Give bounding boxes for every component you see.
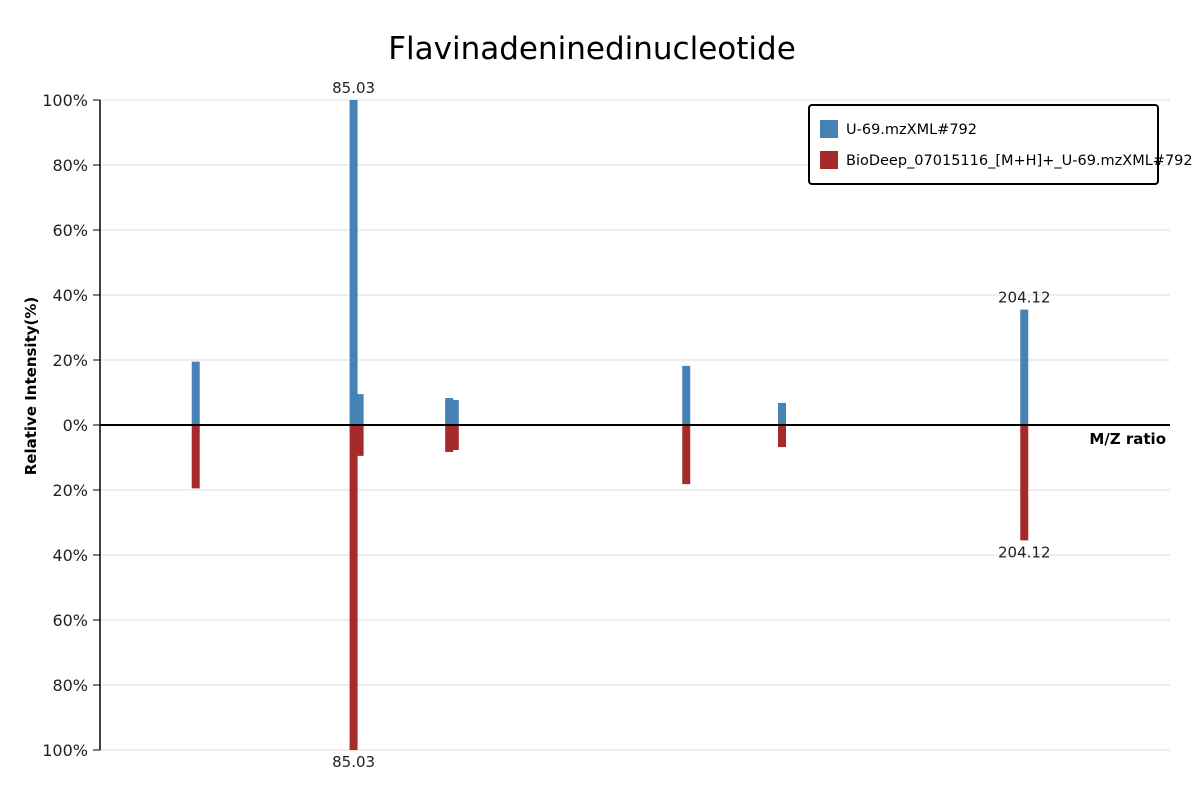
reference-peak-bar — [191, 425, 200, 489]
sample-peak-bar — [1020, 309, 1029, 425]
reference-peak-bar — [1020, 425, 1029, 541]
y-tick-label: 100% — [42, 741, 88, 760]
sample-peak-bar — [777, 402, 786, 425]
sample-peak-bar — [450, 399, 459, 425]
sample-peak-label: 85.03 — [332, 79, 375, 97]
legend-label-series-2: BioDeep_07015116_[M+H]+_U-69.mzXML#792 — [846, 153, 1193, 169]
y-tick-label: 60% — [52, 611, 88, 630]
reference-peak-bar — [355, 425, 364, 456]
y-tick-label: 80% — [52, 676, 88, 695]
y-tick-label: 20% — [52, 481, 88, 500]
peaks — [191, 100, 1029, 750]
y-axis-title: Relative Intensity(%) — [22, 297, 40, 476]
y-tick-label: 100% — [42, 91, 88, 110]
sample-peak-bar — [191, 361, 200, 425]
legend-swatch-series-2 — [820, 151, 838, 169]
sample-peak-label: 204.12 — [998, 289, 1051, 307]
gridlines — [100, 99, 1170, 751]
reference-peak-label: 85.03 — [332, 753, 375, 771]
reference-peak-bar — [450, 425, 459, 451]
y-tick-label: 40% — [52, 546, 88, 565]
sample-peak-bar — [445, 398, 454, 425]
sample-peak-bar — [682, 365, 691, 425]
y-tick-label: 60% — [52, 221, 88, 240]
legend-label-series-1: U-69.mzXML#792 — [846, 122, 977, 138]
y-axis-ticks: 100% 80% 60% 40% 20% 0% 20% 40% 60% 80% 100% — [42, 91, 100, 760]
sample-peak-bar — [355, 394, 364, 425]
legend: U-69.mzXML#792 BioDeep_07015116_[M+H]+_U… — [808, 104, 1193, 185]
x-axis-title: M/Z ratio — [1089, 430, 1166, 448]
y-tick-label: 20% — [52, 351, 88, 370]
y-tick-label: 80% — [52, 156, 88, 175]
peak-labels: 85.03 204.12 85.03 204.12 — [332, 79, 1050, 771]
y-tick-label: 0% — [63, 416, 88, 435]
y-tick-label: 40% — [52, 286, 88, 305]
reference-peak-label: 204.12 — [998, 543, 1051, 561]
reference-peak-bar — [349, 425, 358, 750]
legend-box — [808, 104, 1159, 185]
legend-swatch-series-1 — [820, 120, 838, 138]
chart-title: Flavinadeninedinucleotide — [388, 31, 796, 67]
sample-peak-bar — [349, 100, 358, 425]
reference-peak-bar — [682, 425, 691, 485]
reference-peak-bar — [445, 425, 454, 452]
reference-peak-bar — [777, 425, 786, 448]
